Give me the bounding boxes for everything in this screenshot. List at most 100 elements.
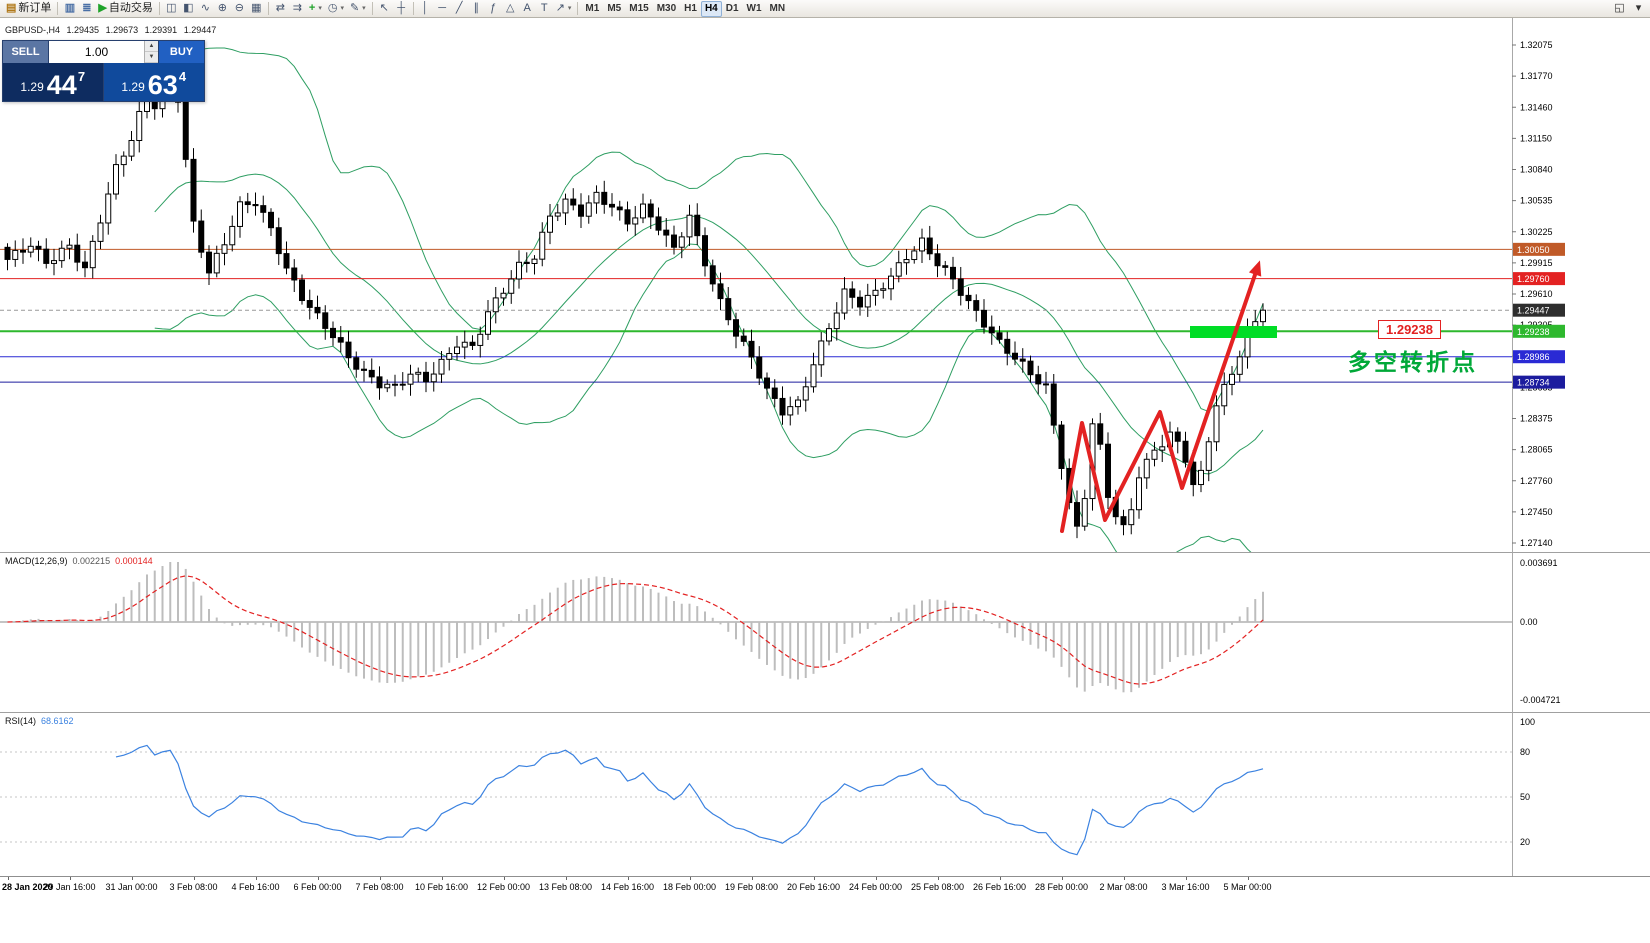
toolbar-menu-button[interactable]: ▾ [1635, 2, 1642, 14]
volume-input[interactable]: 1.00 [84, 45, 109, 59]
time-tick [503, 877, 505, 880]
zoom-in-button[interactable]: ⊕ [214, 1, 231, 17]
rsi-title: RSI(14) [5, 716, 37, 726]
volume-down-button[interactable]: ▼ [145, 52, 158, 63]
profiles-button[interactable]: ≣ [78, 1, 95, 17]
candlestick-chart-button[interactable]: ◧ [180, 1, 197, 17]
price-callout-box[interactable]: 1.29238 [1378, 320, 1441, 339]
level-badge-1.28986: 1.28986 [1513, 350, 1565, 364]
grid-button[interactable]: ▦ [248, 1, 265, 17]
candlestick-chart-icon: ◧ [183, 2, 194, 14]
windows-button[interactable]: ◱ [1614, 2, 1625, 14]
fibonacci-button[interactable]: ƒ [485, 1, 502, 17]
macd-title: MACD(12,26,9) [5, 556, 68, 566]
equidistant-channel-button[interactable]: ∥ [468, 1, 485, 17]
timeframe-m1-button[interactable]: M1 [585, 2, 600, 14]
price-tick-label: 1.31770 [1520, 71, 1553, 81]
zoom-out-icon: ⊖ [234, 2, 244, 14]
annotation-note[interactable]: 多空转折点 [1348, 349, 1478, 375]
arrows-caret-icon: ▾ [567, 5, 572, 12]
symbol-period-label: GBPUSD-,H4 [5, 25, 61, 35]
buy-button[interactable]: BUY [158, 41, 204, 63]
time-label: 3 Mar 16:00 [1161, 882, 1210, 892]
time-tick [131, 877, 133, 880]
sell-button[interactable]: SELL [3, 41, 49, 63]
bar-chart-button[interactable]: ◫ [163, 1, 180, 17]
time-label: 7 Feb 08:00 [355, 882, 404, 892]
time-label: 4 Feb 16:00 [231, 882, 280, 892]
new-chart-button[interactable]: ▥ [61, 1, 78, 17]
cursor-icon: ↖ [379, 2, 389, 14]
periods-icon: ◷ [327, 2, 338, 14]
time-tick [751, 877, 753, 880]
rsi-value: 68.6162 [41, 716, 74, 726]
price-tick-label: 1.31150 [1520, 133, 1552, 143]
vertical-line-button[interactable]: │ [417, 1, 434, 17]
bollinger-lower-band [154, 243, 1252, 552]
zoom-out-button[interactable]: ⊖ [231, 1, 248, 17]
text-label-button[interactable]: T [536, 1, 553, 17]
indicators-button[interactable]: + ▾ [306, 1, 325, 17]
rsi-panel-canvas[interactable]: 100 80 50 20 [0, 712, 1650, 876]
timeframe-m15-button[interactable]: M15 [629, 2, 649, 14]
buy-price-prefix: 1.29 [121, 80, 145, 94]
macd-value-main: 0.002215 [72, 556, 111, 566]
timeframe-m5-button[interactable]: M5 [607, 2, 622, 14]
trendline-button[interactable]: ╱ [451, 1, 468, 17]
time-axis[interactable]: 28 Jan 2020 29 Jan 16:00 31 Jan 00:00 3 Feb… [0, 876, 1650, 898]
templates-button[interactable]: ✎ ▾ [347, 1, 369, 17]
chart-shift-button[interactable]: ⇉ [289, 1, 306, 17]
macd-panel-canvas[interactable]: 0.003691 0.00 -0.004721 [0, 552, 1650, 712]
trend-arrow[interactable] [1060, 264, 1260, 533]
sell-price-panel[interactable]: 1.29 44 7 [3, 63, 104, 101]
time-label: 2 Mar 08:00 [1099, 882, 1148, 892]
time-tick [69, 877, 71, 880]
timeframe-d1-button[interactable]: D1 [725, 2, 739, 14]
time-tick [193, 877, 195, 880]
main-chart-canvas[interactable]: 1.32075 1.31770 1.31460 1.31150 1.30840 1.305… [0, 18, 1650, 552]
time-tick [627, 877, 629, 880]
timeframe-m30-button[interactable]: M30 [656, 2, 677, 14]
price-axis[interactable]: 1.32075 1.31770 1.31460 1.31150 1.30840 1.305… [1512, 40, 1565, 548]
time-label: 5 Mar 00:00 [1223, 882, 1272, 892]
buy-price-panel[interactable]: 1.29 63 4 [103, 63, 204, 101]
timeframe-w1-button[interactable]: W1 [746, 2, 762, 14]
timeframe-h4-button[interactable]: H4 [700, 0, 722, 17]
level-badge-1.28734: 1.28734 [1513, 375, 1565, 389]
crosshair-button[interactable]: ┼ [393, 1, 410, 17]
shapes-button[interactable]: △ [502, 1, 519, 17]
ohlc-open: 1.29435 [66, 25, 100, 35]
cursor-button[interactable]: ↖ [376, 1, 393, 17]
time-label: 3 Feb 08:00 [169, 882, 218, 892]
time-tick [1247, 877, 1249, 880]
line-chart-button[interactable]: ∿ [197, 1, 214, 17]
sell-price-big: 44 [46, 70, 77, 101]
timeframe-mn-button[interactable]: MN [769, 2, 786, 14]
macd-value-signal: 0.000144 [115, 556, 153, 566]
sell-price-pip: 7 [77, 69, 86, 84]
rsi-axis-label: 50 [1520, 792, 1530, 802]
timeframe-h1-button[interactable]: H1 [684, 2, 697, 14]
price-tick-label: 1.27760 [1520, 476, 1553, 486]
svg-text:1.28986: 1.28986 [1517, 352, 1550, 362]
text-button[interactable]: A [519, 1, 536, 17]
time-label: 31 Jan 00:00 [105, 882, 158, 892]
autotrading-button[interactable]: ▶ 自动交易 [95, 1, 155, 17]
line-chart-icon: ∿ [200, 2, 210, 14]
rsi-label: RSI(14) 68.6162 [5, 716, 74, 726]
new-order-button[interactable]: ▤ 新订单 [3, 1, 54, 17]
macd-label: MACD(12,26,9) 0.002215 0.000144 [5, 556, 153, 566]
time-tick [689, 877, 691, 880]
buy-price-pip: 4 [178, 69, 187, 84]
equidistant-channel-icon: ∥ [473, 2, 479, 14]
auto-scroll-button[interactable]: ⇄ [272, 1, 289, 17]
time-label: 13 Feb 08:00 [538, 882, 593, 892]
sell-price-prefix: 1.29 [20, 80, 44, 94]
periods-button[interactable]: ◷ ▾ [325, 1, 347, 17]
time-label: 10 Feb 16:00 [414, 882, 469, 892]
toolbar-separator [57, 2, 59, 15]
arrows-button[interactable]: ↗ ▾ [553, 1, 575, 17]
volume-up-button[interactable]: ▲ [145, 41, 158, 52]
horizontal-line-button[interactable]: ─ [434, 1, 451, 17]
price-tick-label: 1.29915 [1520, 258, 1553, 268]
